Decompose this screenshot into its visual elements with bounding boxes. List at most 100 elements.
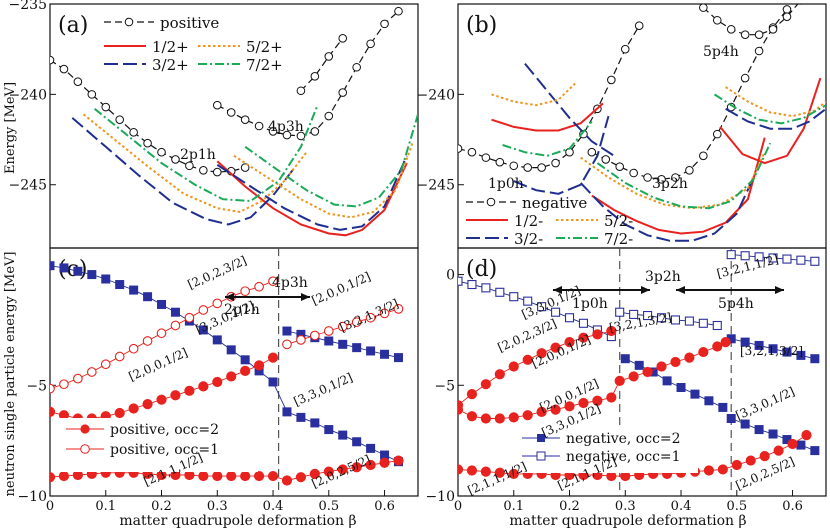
data-point (458, 276, 463, 286)
data-point (782, 12, 792, 21)
data-point (614, 375, 625, 386)
data-point (466, 411, 478, 422)
data-point (481, 153, 491, 162)
data-point (782, 347, 792, 357)
data-point (212, 335, 222, 345)
legend-occ1-marker (80, 444, 90, 454)
data-point (768, 429, 778, 439)
data-point (509, 292, 519, 302)
data-point (690, 389, 700, 399)
panel-label: (a) (58, 13, 88, 38)
arrow-2p1h-head (225, 293, 234, 301)
data-point (768, 344, 778, 354)
data-point (656, 361, 667, 372)
data-point (550, 342, 561, 353)
data-point (712, 320, 722, 331)
data-point (643, 173, 652, 182)
data-point (768, 253, 778, 263)
data-point (143, 292, 153, 302)
data-point (198, 381, 209, 392)
data-point (226, 371, 237, 382)
data-point (240, 365, 251, 376)
data-point (87, 270, 97, 280)
panel-a: −235 −240 −245 (a) (9, 0, 419, 249)
data-point (184, 385, 195, 396)
data-point (551, 158, 560, 168)
x-tick-label: 0.4 (671, 499, 692, 514)
data-point (536, 406, 547, 417)
x-tick-label: 0.5 (318, 499, 339, 514)
data-point (310, 71, 320, 81)
data-point (754, 30, 764, 40)
data-point (365, 312, 376, 323)
data-point (508, 468, 519, 479)
data-point (199, 165, 208, 175)
data-point (337, 321, 348, 332)
data-point (634, 21, 644, 30)
data-point (59, 379, 69, 390)
data-point (143, 138, 152, 148)
quantum-label: [3,2,1,3/2] (740, 344, 803, 358)
data-point (185, 161, 194, 171)
series-3-2-line (513, 115, 610, 195)
data-point (86, 367, 97, 377)
legend-d-bg (518, 427, 698, 473)
data-point (523, 163, 532, 172)
data-point (615, 162, 624, 171)
data-point (296, 335, 306, 345)
data-point (712, 129, 722, 139)
data-point (796, 255, 806, 265)
data-point (379, 457, 390, 468)
data-point (212, 167, 222, 177)
data-point (337, 464, 348, 475)
series-5-2-line (491, 82, 576, 107)
y-tick-label: 0 (446, 268, 455, 284)
data-point (656, 313, 667, 323)
data-point (366, 443, 376, 453)
data-point (58, 470, 70, 482)
legend-1-2-plus-label: 1/2+ (152, 38, 189, 56)
data-point (458, 404, 464, 415)
data-point (699, 151, 708, 161)
legend-c-bg (58, 418, 258, 472)
y-tick-label: −10 (17, 489, 47, 505)
data-point (323, 466, 334, 477)
data-point (282, 326, 292, 336)
series-7-2-line (93, 104, 319, 203)
y-axis-label-bottom: neutron single particle energy [MeV] (3, 252, 18, 497)
data-point (537, 302, 547, 312)
data-point (282, 339, 292, 350)
data-point (254, 121, 264, 131)
data-point (731, 459, 742, 471)
data-point (467, 147, 477, 157)
data-point (740, 30, 750, 40)
legend-negative-occ2-label: negative, occ=2 (566, 431, 681, 447)
annotation-2p1h: 2p1h (180, 147, 216, 163)
data-point (670, 315, 681, 325)
arrow-1p0h-right-head (641, 286, 650, 294)
data-point (726, 414, 736, 423)
series-3-2-line (579, 177, 755, 242)
legend-a: positive 1/2+ 5/2+ 3/2+ 7/2+ 2p1h 4p3h (104, 14, 304, 163)
data-point (268, 377, 278, 387)
x-tick-label: 0.3 (207, 499, 228, 514)
data-point (212, 470, 223, 482)
data-point (73, 266, 83, 276)
y-tick-label: −5 (434, 378, 455, 394)
data-point (740, 337, 750, 347)
panel-label: (d) (466, 257, 497, 282)
data-point (253, 470, 265, 482)
data-point (352, 437, 362, 447)
y-tick-label: −245 (417, 178, 455, 194)
data-point (606, 325, 617, 337)
annotation-c-4p3h: 4p3h (272, 275, 308, 291)
data-point (352, 62, 361, 72)
x-tick-label: 0.1 (503, 499, 524, 514)
y-tick-label: −235 (9, 0, 47, 13)
data-point (310, 418, 320, 428)
x-tick-label: 0.1 (95, 499, 116, 514)
annotation-d-5p4h: 5p4h (718, 296, 754, 312)
data-point (282, 407, 292, 417)
data-point (740, 251, 750, 261)
